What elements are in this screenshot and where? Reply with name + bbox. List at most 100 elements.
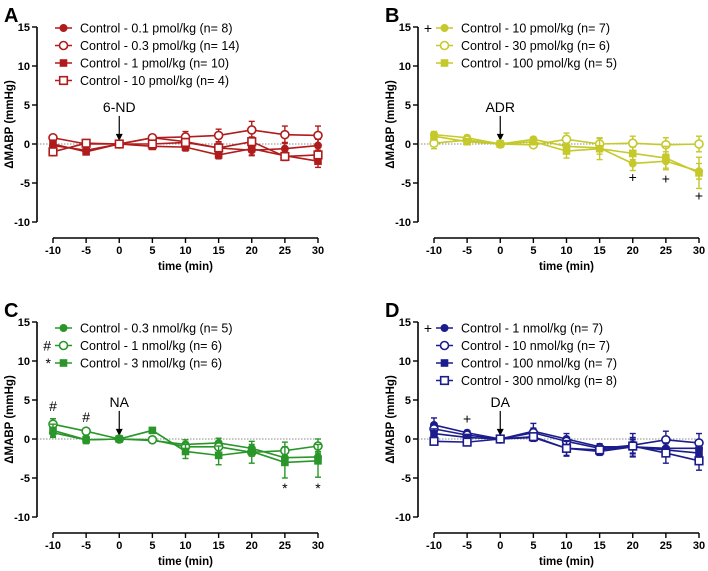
x-tick-label: 20 xyxy=(627,245,639,257)
panel-d: D -10 -5 0 5 10 15 -10 -5 0 5 10 15 20 25 30 time (min) Δ… xyxy=(385,300,705,568)
x-tick-label: 0 xyxy=(497,540,503,552)
significance-mark: + xyxy=(662,170,670,186)
y-axis-label: ΔMABP (mmHg) xyxy=(385,80,397,169)
arrow-head xyxy=(496,133,504,141)
marker-open-square xyxy=(81,138,91,148)
marker-open-square xyxy=(58,75,69,86)
y-tick-label: 15 xyxy=(18,22,30,34)
marker-open-square xyxy=(628,441,638,451)
series-3 xyxy=(430,131,703,190)
marker-open-square xyxy=(48,147,58,157)
significance-mark: + xyxy=(629,169,637,185)
marker-open-circle xyxy=(313,130,323,141)
marker-open-circle xyxy=(213,130,224,141)
marker-open-circle xyxy=(58,40,69,51)
marker-filled-square xyxy=(82,148,90,156)
legend-entry: Control - 1 nmol/kg (n= 6) # xyxy=(43,338,222,354)
legend-entry: Control - 10 nmol/kg (n= 7) xyxy=(436,339,610,353)
y-tick-label: 5 xyxy=(24,100,30,112)
panel-letter: C xyxy=(4,300,18,322)
marker-open-circle xyxy=(81,426,91,436)
marker-filled-square xyxy=(595,144,604,153)
legend-label: Control - 30 pmol/kg (n= 6) xyxy=(461,39,610,53)
marker-filled-circle xyxy=(628,159,637,168)
significance-mark: # xyxy=(82,409,90,425)
marker-open-circle xyxy=(694,139,704,149)
y-tick-label: -5 xyxy=(20,473,30,485)
x-tick-label: -10 xyxy=(45,540,61,552)
x-tick-label: 0 xyxy=(116,245,122,257)
significance-mark: * xyxy=(315,480,321,496)
legend-significance-mark: # xyxy=(43,338,51,354)
legend-entry: Control - 1 nmol/kg (n= 7) + xyxy=(424,320,603,336)
x-tick-label: 5 xyxy=(530,540,536,552)
x-tick-label: 15 xyxy=(213,245,225,257)
marker-open-square xyxy=(147,139,157,149)
x-tick-label: 0 xyxy=(116,540,122,552)
x-tick-label: 25 xyxy=(660,540,672,552)
x-tick-label: 15 xyxy=(594,245,606,257)
panel-letter: D xyxy=(385,300,399,322)
x-tick-label: 0 xyxy=(497,245,503,257)
y-tick-label: -10 xyxy=(395,217,411,229)
marker-open-circle xyxy=(58,340,69,351)
y-tick-label: 5 xyxy=(405,100,411,112)
x-tick-label: 5 xyxy=(149,540,155,552)
y-tick-label: 10 xyxy=(18,61,30,73)
x-tick-label: -5 xyxy=(462,540,472,552)
marker-open-square xyxy=(495,434,505,444)
panel-letter: A xyxy=(4,5,18,27)
marker-open-circle xyxy=(561,134,572,145)
legend-entry: Control - 3 nmol/kg (n= 6) * xyxy=(46,355,223,371)
y-tick-label: -10 xyxy=(14,217,30,229)
arrow-head xyxy=(115,133,123,141)
x-tick-label: 30 xyxy=(312,540,324,552)
legend-entry: Control - 30 pmol/kg (n= 6) xyxy=(436,39,610,53)
marker-open-square xyxy=(280,151,290,162)
y-tick-label: 5 xyxy=(24,395,30,407)
marker-open-square xyxy=(439,375,450,386)
legend-label: Control - 10 nmol/kg (n= 7) xyxy=(461,339,610,353)
legend-label: Control - 0.3 pmol/kg (n= 14) xyxy=(80,39,239,53)
y-tick-label: 0 xyxy=(405,139,411,151)
x-tick-label: 15 xyxy=(594,540,606,552)
marker-filled-square xyxy=(281,458,289,467)
series-4 xyxy=(429,432,704,471)
marker-filled-square xyxy=(59,359,68,367)
y-tick-label: -5 xyxy=(401,178,411,190)
arrow-label: NA xyxy=(110,394,130,410)
arrow-label: DA xyxy=(491,394,511,410)
marker-open-circle xyxy=(147,434,158,445)
marker-open-circle xyxy=(246,125,257,135)
marker-filled-circle xyxy=(440,23,449,32)
y-axis-label: ΔMABP (mmHg) xyxy=(4,80,16,169)
marker-filled-square xyxy=(82,435,90,444)
y-tick-label: -5 xyxy=(20,178,30,190)
legend-entry: Control - 300 nmol/kg (n= 8) xyxy=(436,374,617,388)
legend-entry: Control - 10 pmol/kg (n= 4) xyxy=(55,74,229,88)
marker-open-square xyxy=(247,137,257,147)
y-axis-label: ΔMABP (mmHg) xyxy=(385,375,397,464)
marker-filled-square xyxy=(440,59,449,67)
marker-filled-square xyxy=(214,451,223,460)
y-tick-label: 0 xyxy=(24,139,30,151)
significance-mark: + xyxy=(463,411,471,427)
legend-entry: Control - 10 pmol/kg (n= 7) + xyxy=(424,20,610,36)
legend-entry: Control - 100 pmol/kg (n= 5) xyxy=(436,57,617,71)
marker-filled-square xyxy=(181,447,190,456)
x-tick-label: -10 xyxy=(426,245,442,257)
x-tick-label: 20 xyxy=(246,245,258,257)
marker-filled-square xyxy=(430,132,438,140)
legend-label: Control - 1 nmol/kg (n= 6) xyxy=(80,339,222,353)
x-tick-label: 25 xyxy=(279,540,291,552)
x-tick-label: 20 xyxy=(627,540,639,552)
marker-filled-square xyxy=(148,426,157,435)
marker-filled-square xyxy=(628,149,637,158)
marker-filled-square xyxy=(463,137,471,146)
legend-label: Control - 1 nmol/kg (n= 7) xyxy=(461,322,603,336)
marker-filled-square xyxy=(529,137,538,146)
marker-filled-square xyxy=(49,426,57,435)
legend-label: Control - 0.3 nmol/kg (n= 5) xyxy=(80,322,233,336)
marker-filled-square xyxy=(440,359,449,367)
